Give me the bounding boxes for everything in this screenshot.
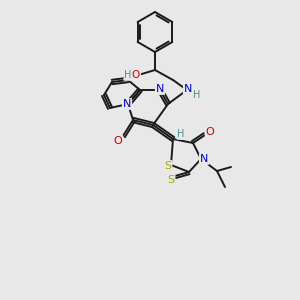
- Text: S: S: [167, 175, 175, 185]
- Text: N: N: [156, 84, 164, 94]
- Text: H: H: [177, 129, 185, 139]
- Text: H: H: [124, 70, 132, 80]
- Text: O: O: [114, 136, 122, 146]
- Text: H: H: [193, 90, 201, 100]
- Text: N: N: [184, 84, 192, 94]
- Text: O: O: [206, 127, 214, 137]
- Text: N: N: [123, 99, 131, 109]
- Text: S: S: [164, 161, 172, 171]
- Text: O: O: [132, 70, 140, 80]
- Text: N: N: [200, 154, 208, 164]
